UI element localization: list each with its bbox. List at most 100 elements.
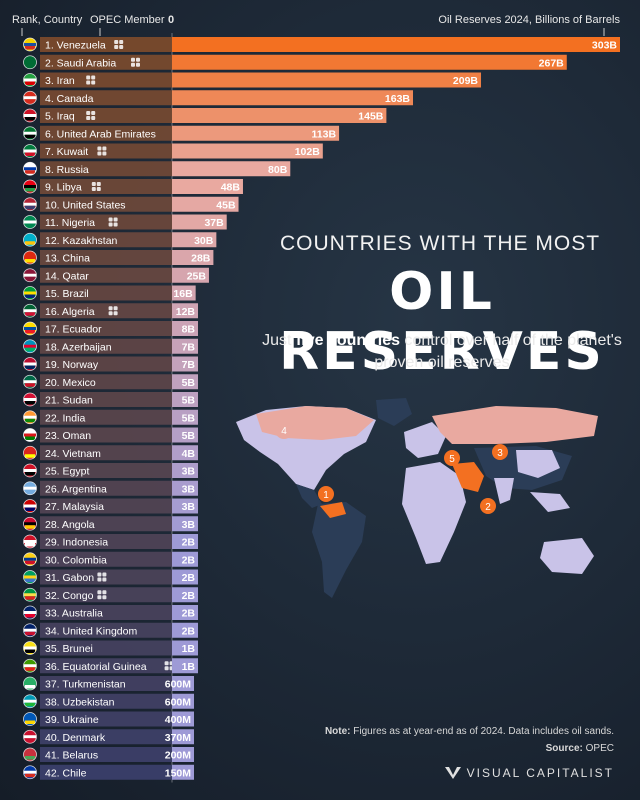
flag-20-stripe-mid [24,380,36,384]
title-top: COUNTRIES WITH THE MOST [279,232,601,255]
flag-24-stripe-low [25,454,35,458]
flag-24-stripe-mid [24,451,36,455]
label-band-20 [40,374,172,390]
flag-13-stripe-low [25,259,35,263]
label-band-26 [40,480,172,496]
bar-40 [172,729,194,745]
subtitle: Just five countries control over half of… [262,330,622,374]
value-label-19: 7B [182,359,196,371]
bar-31 [172,569,198,585]
label-band-31 [40,569,172,585]
australia-shape [540,538,594,574]
subtitle-pre: Just [262,332,296,349]
label-band-6 [40,125,172,141]
flag-14-stripe-low [25,276,35,281]
label-band-29 [40,534,172,549]
bar-38 [172,693,194,709]
value-label-20: 5B [182,377,196,389]
value-label-15: 16B [173,288,193,300]
flag-40-stripe-mid [24,735,36,739]
note-label: Note: [324,726,351,737]
flag-6-ring [23,126,37,141]
flag-24-ring [23,445,37,460]
bar-22 [172,409,198,425]
flag-23-ring [23,428,37,442]
label-band-27 [40,498,172,514]
flag-9-stripe-low [25,188,35,192]
note-text: Figures as at year-end as of 2024. Data … [350,726,614,737]
opec-member-5-icon [86,111,96,120]
label-band-34 [40,622,172,638]
flag-32-stripe-mid [24,593,36,597]
label-band-36 [40,658,172,674]
flag-41-stripe-low [25,756,35,760]
flag-35-ring [23,641,37,655]
label-band-15 [40,285,172,301]
category-label-34: 34. United Kingdom [45,625,137,637]
label-band-19 [40,356,172,372]
flag-8-stripe-low [25,170,35,174]
flag-7-stripe-low [25,152,35,156]
subtitle-bold: five countries [295,332,400,349]
flag-31-stripe-low [25,578,35,582]
flag-14-ring [23,268,37,283]
flag-1-stripe-mid [24,43,36,46]
flag-17-stripe-mid [24,327,36,330]
flag-3-stripe-low [25,81,35,85]
venezuela-shape [320,502,346,518]
bar-24 [172,445,198,461]
central-america-shape [296,484,322,508]
bar-17 [172,321,198,336]
value-label-4: 163B [385,93,411,105]
flag-9-stripe-mid [24,185,36,188]
value-label-6: 113B [312,128,337,140]
india-shape [494,478,514,504]
label-band-37 [40,676,172,691]
bar-25 [172,463,198,478]
opec-member-1-icon [114,40,124,49]
label-band-22 [40,409,172,425]
category-label-17: 17. Ecuador [45,324,102,336]
category-label-2: 2. Saudi Arabia [45,57,116,69]
value-label-25: 3B [182,466,196,478]
brand-name: VISUAL CAPITALIST [466,766,614,780]
category-label-15: 15. Brazil [45,288,89,300]
value-label-22: 5B [182,412,196,424]
category-label-22: 22. India [45,412,85,424]
category-label-33: 33. Australia [45,608,103,620]
marker-4-label: 4 [281,426,287,437]
flag-20-ring [23,374,37,389]
label-band-23 [40,427,172,443]
opec-member-3-icon [86,75,96,85]
value-label-35: 1B [182,643,196,655]
world-map: 1 2 3 4 5 [236,398,598,598]
flag-33-stripe-low [25,614,35,618]
flag-36-ring [23,658,37,673]
bar-3 [172,72,482,88]
category-label-9: 9. Libya [45,182,82,194]
label-band-40 [40,729,172,745]
greenland-shape [376,398,412,426]
label-band-25 [40,463,172,478]
flag-10-stripe-low [25,205,35,210]
value-label-39: 400M [165,714,192,726]
flag-32-ring [23,587,37,602]
value-label-5: 145B [358,111,384,123]
flag-8-ring [23,161,37,176]
flag-37-stripe-mid [24,682,36,685]
label-band-33 [40,605,172,620]
bar-32 [172,587,198,603]
label-band-3 [40,72,172,88]
flag-2-stripe-mid [24,60,36,64]
flag-30-stripe-low [25,560,35,565]
category-label-30: 30. Colombia [45,554,107,566]
flag-27-ring [23,499,37,513]
category-label-18: 18. Azerbaijan [45,341,112,353]
marker-5-label: 5 [449,454,455,465]
flag-17-ring [23,321,37,336]
south-america-shape [312,502,366,598]
marker-5 [444,450,460,466]
value-label-17: 8B [182,324,196,336]
flag-15-stripe-low [25,294,35,298]
